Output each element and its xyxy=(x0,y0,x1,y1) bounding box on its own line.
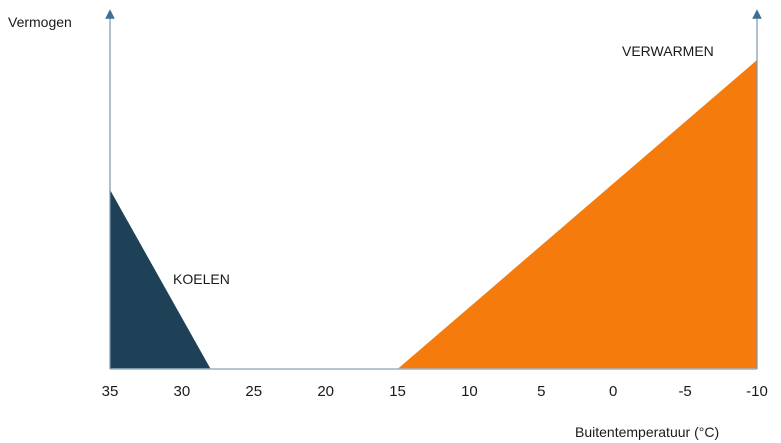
series-areas xyxy=(110,60,757,369)
x-tick-label: 20 xyxy=(317,383,334,400)
x-tick-label: 30 xyxy=(174,383,191,400)
x-tick-label: -5 xyxy=(678,383,691,400)
x-tick-label: 5 xyxy=(537,383,545,400)
x-tick-labels: 35 30 25 20 15 10 5 0 -5 -10 xyxy=(102,383,768,400)
x-tick-label: -10 xyxy=(746,383,768,400)
area-verwarmen xyxy=(397,60,757,369)
x-tick-label: 15 xyxy=(389,383,406,400)
x-axis-label: Buitentemperatuur (°C) xyxy=(575,424,719,440)
x-tick-label: 25 xyxy=(245,383,262,400)
series-label-koelen: KOELEN xyxy=(173,271,230,287)
x-tick-label: 35 xyxy=(102,383,119,400)
series-label-verwarmen: VERWARMEN xyxy=(622,43,714,59)
x-tick-label: 10 xyxy=(461,383,478,400)
x-tick-label: 0 xyxy=(609,383,617,400)
y-axis-label: Vermogen xyxy=(8,14,72,30)
area-koelen xyxy=(110,189,211,369)
